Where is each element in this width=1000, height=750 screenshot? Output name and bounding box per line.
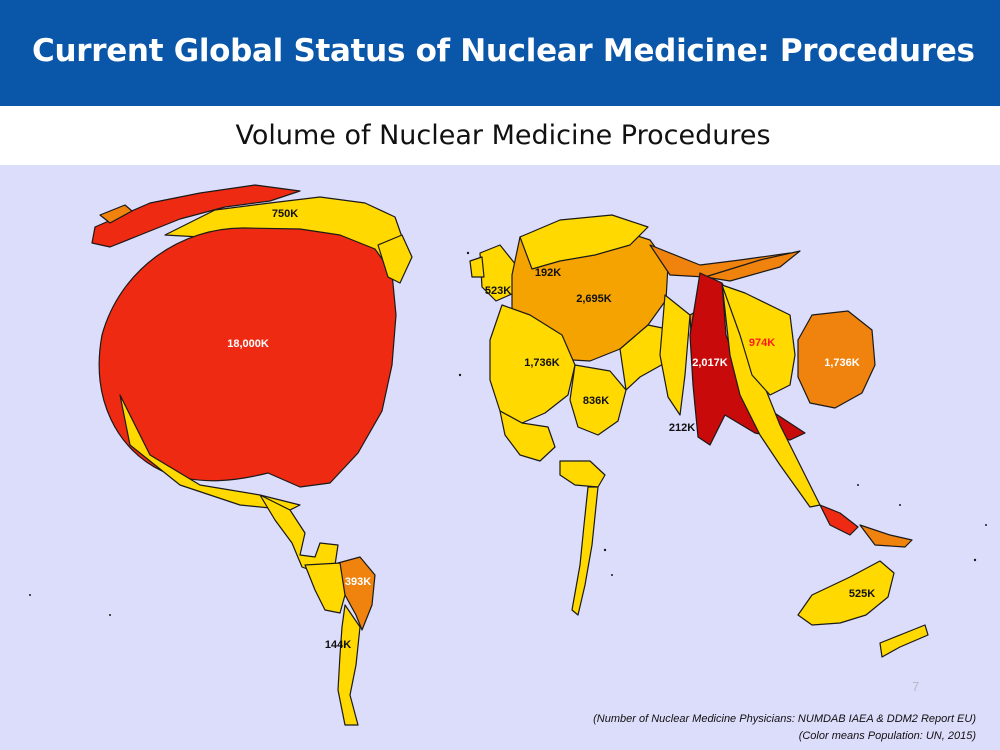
footnote-color: (Color means Population: UN, 2015)	[798, 730, 976, 742]
region-aleutians	[99, 204, 133, 224]
label-korea: 974K	[749, 337, 775, 349]
region-usa	[98, 227, 397, 488]
page-title: Current Global Status of Nuclear Medicin…	[32, 33, 975, 69]
label-west-europe: 1,736K	[524, 357, 560, 369]
map-subtitle: Volume of Nuclear Medicine Procedures	[235, 120, 771, 151]
footnote-source: (Number of Nuclear Medicine Physicians: …	[593, 713, 976, 725]
region-iberia	[499, 410, 556, 462]
region-alaska	[91, 184, 301, 248]
region-africa-north	[559, 460, 606, 488]
cartogram-map: 750K 18,000K 393K 144K 523K 192K 2,695K …	[0, 165, 1000, 750]
label-north-america: 18,000K	[227, 338, 269, 350]
region-south-america-south	[337, 604, 361, 726]
region-russia-east	[704, 250, 801, 282]
island-dots	[29, 251, 987, 616]
label-australia: 525K	[849, 588, 875, 600]
region-australia	[797, 560, 895, 626]
region-scandinavia	[519, 214, 649, 270]
region-central-america	[259, 494, 339, 574]
label-middle-east: 212K	[669, 422, 695, 434]
region-philippines	[819, 504, 859, 536]
label-china: 2,017K	[692, 357, 728, 369]
label-uk: 523K	[485, 285, 511, 297]
label-italy: 836K	[583, 395, 609, 407]
region-africa-strand	[571, 486, 599, 616]
label-central-america: 393K	[345, 576, 371, 588]
region-west-europe	[489, 304, 576, 424]
region-indonesia	[859, 524, 913, 548]
label-scandinavia: 192K	[535, 267, 561, 279]
region-italy	[569, 364, 627, 436]
region-south-america-north	[304, 562, 346, 614]
label-south-america: 144K	[325, 639, 351, 651]
header-bar: Current Global Status of Nuclear Medicin…	[0, 0, 1000, 106]
region-japan	[797, 310, 876, 409]
region-gulf-strip	[119, 394, 301, 511]
cartogram-svg: 750K 18,000K 393K 144K 523K 192K 2,695K …	[29, 184, 987, 726]
region-us-east-coast	[377, 234, 413, 284]
region-middle-east	[659, 294, 691, 416]
region-new-zealand	[879, 624, 929, 658]
region-korea	[721, 284, 796, 396]
page-number: 7	[912, 679, 920, 694]
label-canada: 750K	[272, 208, 298, 220]
label-central-europe: 2,695K	[576, 293, 612, 305]
region-ireland	[469, 256, 485, 278]
label-japan: 1,736K	[824, 357, 860, 369]
